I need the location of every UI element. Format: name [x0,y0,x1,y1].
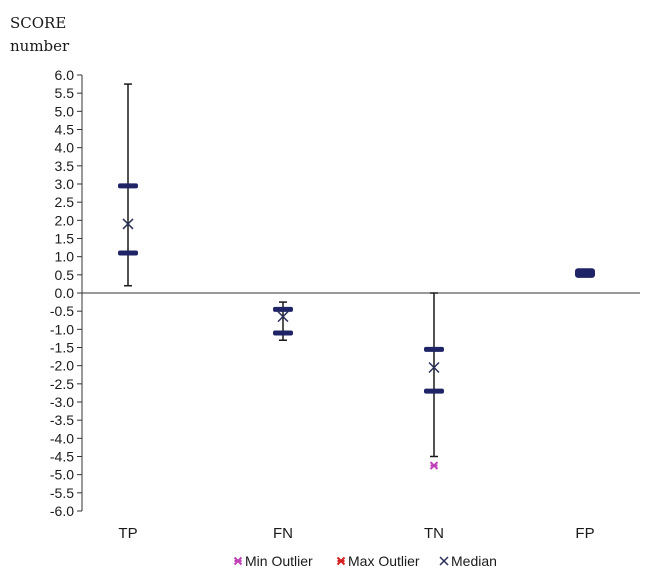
y-tick-label: 0.5 [55,267,75,283]
y-tick-label: 0.0 [55,285,75,301]
median-marker [428,361,440,374]
axes [81,75,640,511]
legend-label: Median [451,553,497,569]
y-tick-label: -5.5 [50,485,74,501]
y-tick-label: 4.0 [55,140,75,156]
y-tick-label: -6.0 [50,503,74,519]
legend-item-max-outlier: Max Outlier [336,553,420,569]
q3-bar [273,306,293,312]
y-axis-title-line-2: number [10,37,70,55]
box-tp [118,83,138,287]
box-fn [273,301,293,341]
legend: Min Outlier Max Outlier Median [233,553,497,569]
legend-marker [233,556,243,566]
y-tick-label: -2.5 [50,376,74,392]
y-tick-label: 3.5 [55,158,75,174]
q1-bar [273,330,293,336]
y-tick-label: -1.0 [50,321,74,337]
legend-item-median: Median [439,553,497,569]
y-tick-label: 5.5 [55,85,75,101]
y-tick-label: 3.0 [55,176,75,192]
q1-bar [118,250,138,256]
y-tick-label: -4.0 [50,430,74,446]
box-fp [575,268,595,278]
legend-label: Min Outlier [245,553,313,569]
q3-bar [424,346,444,352]
y-axis-title: SCORE number [10,14,70,55]
x-category-label: TN [424,525,444,542]
min-outlier-marker [429,461,439,470]
y-tick-label: -3.5 [50,412,74,428]
boxes [118,83,595,470]
y-tick-label: -0.5 [50,303,74,319]
median-marker [122,218,134,230]
y-tick-label: 1.0 [55,249,75,265]
legend-item-min-outlier: Min Outlier [233,553,313,569]
y-tick-label: 6.0 [55,67,75,83]
x-category-label: TP [118,525,137,542]
legend-marker [336,556,346,566]
x-category-label: FP [575,525,594,542]
box-tn [424,292,444,470]
y-tick-label: 2.0 [55,212,75,228]
median-marker [277,311,289,323]
y-axis: 6.0 5.5 5.0 4.5 4.0 3.5 3.0 2.5 2.0 1.5 1.0 0.5 0.0 -… [50,67,82,519]
y-tick-label: -3.0 [50,394,74,410]
q1-bar [424,388,444,394]
x-axis-categories: TP FN TN FP [118,525,594,542]
legend-marker [439,556,449,566]
y-tick-label: -5.0 [50,467,74,483]
y-tick-label: 5.0 [55,103,75,119]
y-tick-label: 4.5 [55,122,75,138]
y-tick-label: -2.0 [50,358,74,374]
legend-label: Max Outlier [348,553,420,569]
y-tick-label: -4.5 [50,449,74,465]
y-tick-label: -1.5 [50,340,74,356]
y-tick-label: 2.5 [55,194,75,210]
box-body [575,268,595,278]
y-axis-title-line-1: SCORE [10,14,66,32]
q3-bar [118,183,138,189]
y-tick-label: 1.5 [55,231,75,247]
x-category-label: FN [273,525,293,542]
